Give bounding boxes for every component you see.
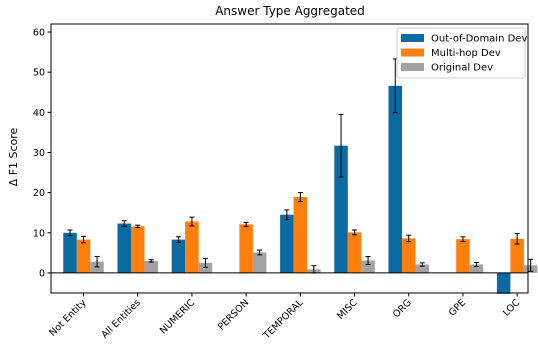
x-tick-label: Not Entity — [47, 297, 89, 339]
x-tick-label: NUMERIC — [158, 297, 197, 336]
legend-swatch — [401, 48, 424, 57]
y-tick-label: 10 — [33, 228, 45, 239]
legend-swatch — [401, 34, 424, 42]
x-tick-label: LOC — [501, 297, 523, 319]
x-tick-label: TEMPORAL — [261, 297, 306, 342]
bar-multi-hop-dev-6 — [402, 238, 416, 273]
error-bar — [189, 216, 195, 227]
error-bar — [473, 261, 479, 268]
bar-original-dev-1 — [144, 260, 158, 273]
error-bar — [284, 209, 290, 221]
bar-original-dev-5 — [361, 260, 375, 273]
error-bar — [406, 234, 412, 243]
error-bar — [297, 192, 303, 202]
y-tick-label: 40 — [33, 108, 45, 119]
y-tick-label: 0 — [39, 268, 45, 279]
legend-label: Original Dev — [431, 63, 493, 74]
bar-original-dev-6 — [415, 264, 429, 273]
bar-multi-hop-dev-4 — [293, 197, 308, 273]
legend: Out-of-Domain Dev Multi-hop Dev Original D… — [396, 27, 527, 79]
y-tick-label: 20 — [33, 188, 45, 199]
error-bar — [175, 236, 181, 243]
x-tick-label: All Entities — [99, 297, 142, 340]
error-bar — [243, 221, 249, 227]
bar-original-dev-2 — [198, 262, 213, 273]
error-bar — [257, 249, 263, 256]
error-bar — [94, 255, 100, 268]
error-bar — [460, 236, 466, 243]
legend-label: Out-of-Domain Dev — [431, 34, 527, 45]
error-bar — [514, 233, 520, 245]
bar-out-of-domain-dev-5 — [334, 145, 348, 273]
y-tick-label: 30 — [33, 148, 45, 159]
bar-multi-hop-dev-3 — [239, 224, 253, 273]
chart-title: Answer Type Aggregated — [215, 4, 365, 18]
x-tick-label: PERSON — [216, 297, 251, 332]
legend-box — [396, 27, 526, 79]
y-tick-label: 50 — [33, 68, 45, 79]
bar-out-of-domain-dev-2 — [171, 239, 186, 273]
bar-multi-hop-dev-7 — [456, 239, 470, 273]
error-bar — [67, 229, 73, 237]
error-bar — [419, 262, 425, 267]
bar-out-of-domain-dev-8 — [496, 272, 511, 294]
bar-multi-hop-dev-2 — [185, 221, 199, 273]
y-tick-label: 60 — [33, 28, 45, 39]
error-bar — [528, 258, 534, 272]
error-bar — [338, 113, 344, 178]
plot-frame — [50, 23, 529, 294]
x-tick-label: MISC — [335, 297, 360, 322]
bar-out-of-domain-dev-0 — [63, 232, 77, 273]
bar-out-of-domain-dev-4 — [280, 214, 294, 273]
bar-out-of-domain-dev-1 — [117, 223, 131, 273]
error-bar — [121, 220, 127, 227]
bar-original-dev-3 — [252, 252, 267, 273]
bar-multi-hop-dev-0 — [76, 239, 91, 273]
error-bar — [365, 255, 371, 265]
error-bar — [81, 235, 87, 244]
x-tick-label: ORG — [391, 297, 414, 320]
error-bar — [135, 224, 141, 229]
bar-multi-hop-dev-8 — [510, 238, 524, 273]
bar-out-of-domain-dev-6 — [388, 85, 402, 273]
bar-multi-hop-dev-5 — [347, 232, 362, 273]
bar-multi-hop-dev-1 — [130, 226, 145, 273]
y-axis-title: Δ F1 Score — [7, 127, 20, 186]
x-tick-label: GPE — [447, 297, 468, 318]
bar-original-dev-7 — [469, 264, 484, 273]
error-bar — [352, 229, 358, 236]
error-bar — [148, 259, 154, 263]
error-bar — [202, 257, 208, 268]
legend-label: Multi-hop Dev — [431, 48, 501, 59]
legend-swatch — [401, 63, 424, 71]
